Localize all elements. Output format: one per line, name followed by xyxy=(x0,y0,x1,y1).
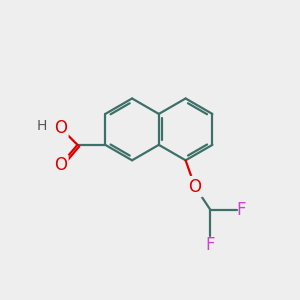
Text: H: H xyxy=(37,119,47,134)
Text: O: O xyxy=(54,156,67,174)
Text: O: O xyxy=(188,178,201,196)
Text: O: O xyxy=(54,119,67,137)
Text: F: F xyxy=(237,201,246,219)
Text: F: F xyxy=(206,236,215,254)
